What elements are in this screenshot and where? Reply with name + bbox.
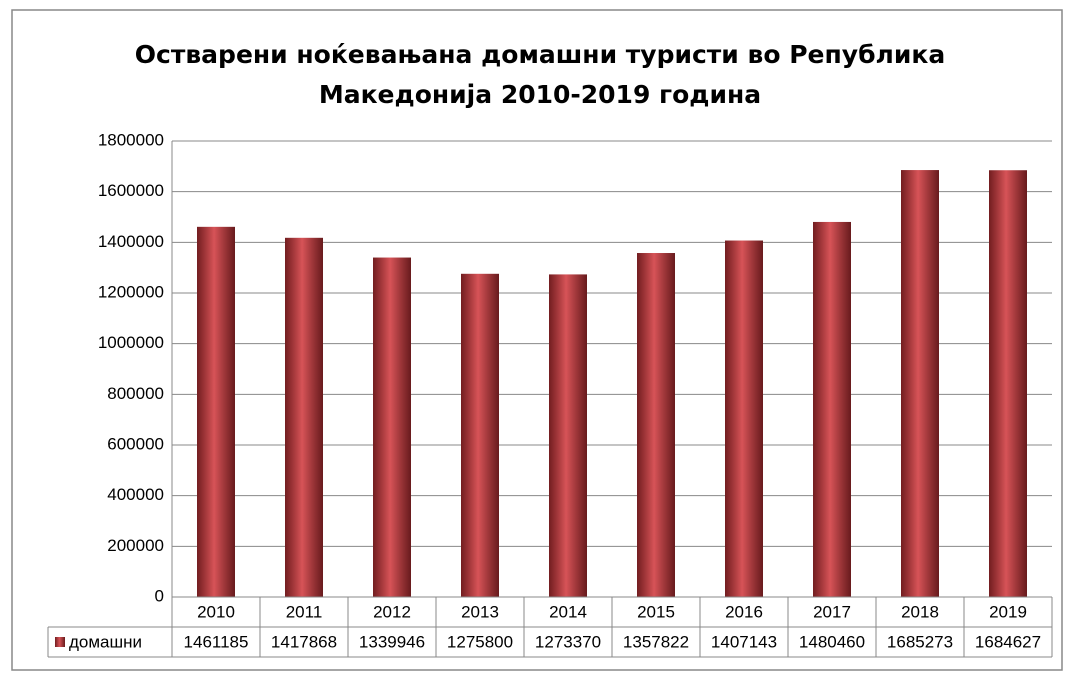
bar <box>197 226 235 597</box>
y-tick-label: 1600000 <box>98 181 164 200</box>
y-tick-label: 1800000 <box>98 130 164 149</box>
table-value: 1685273 <box>887 632 953 651</box>
table-value: 1339946 <box>359 632 425 651</box>
x-tick-label: 2017 <box>813 602 851 621</box>
bar <box>549 274 587 597</box>
x-tick-label: 2010 <box>197 602 235 621</box>
bar <box>637 253 675 597</box>
table-value: 1684627 <box>975 632 1041 651</box>
bar <box>373 257 411 597</box>
y-tick-label: 800000 <box>107 384 164 403</box>
legend-key <box>55 637 65 647</box>
x-tick-label: 2013 <box>461 602 499 621</box>
x-tick-label: 2014 <box>549 602 587 621</box>
table-value: 1480460 <box>799 632 865 651</box>
x-tick-label: 2012 <box>373 602 411 621</box>
table-value: 1407143 <box>711 632 777 651</box>
chart-title: Македонија 2010-2019 година <box>319 80 761 109</box>
x-tick-label: 2019 <box>989 602 1027 621</box>
y-tick-label: 1400000 <box>98 232 164 251</box>
y-tick-label: 600000 <box>107 434 164 453</box>
table-value: 1273370 <box>535 632 601 651</box>
x-tick-label: 2011 <box>286 602 323 621</box>
x-tick-label: 2016 <box>725 602 763 621</box>
y-tick-label: 1200000 <box>98 282 164 301</box>
y-tick-label: 1000000 <box>98 333 164 352</box>
bar <box>813 221 851 597</box>
x-tick-label: 2015 <box>637 602 675 621</box>
bar <box>989 170 1027 597</box>
y-tick-label: 0 <box>155 586 164 605</box>
table-value: 1417868 <box>271 632 337 651</box>
table-value: 1461185 <box>184 632 249 651</box>
chart-title: Остварени ноќевањана домашни туристи во … <box>135 40 945 69</box>
x-tick-label: 2018 <box>901 602 939 621</box>
bar <box>461 273 499 597</box>
y-tick-label: 200000 <box>107 536 164 555</box>
chart-border <box>11 9 1063 671</box>
table-value: 1357822 <box>623 632 689 651</box>
table-value: 1275800 <box>447 632 513 651</box>
bar <box>901 170 939 597</box>
legend-label: домашни <box>69 632 142 651</box>
bar <box>725 240 763 597</box>
bar <box>285 237 323 598</box>
y-tick-label: 400000 <box>107 485 164 504</box>
